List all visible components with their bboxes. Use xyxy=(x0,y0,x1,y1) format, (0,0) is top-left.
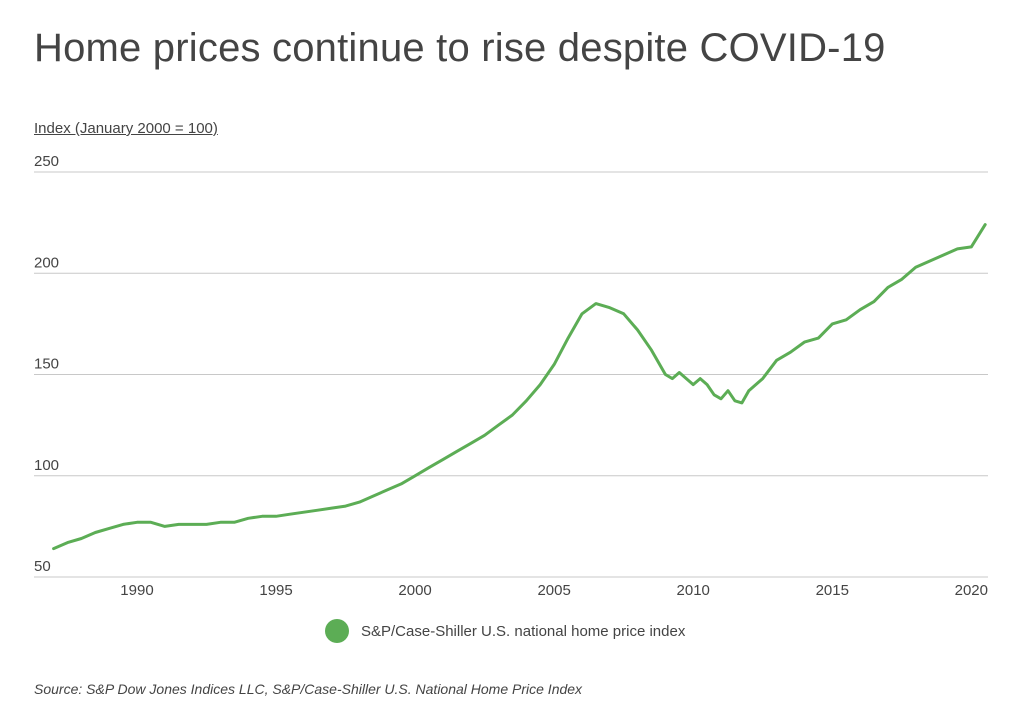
x-tick-label-1990: 1990 xyxy=(120,582,153,599)
series-layer xyxy=(52,223,987,551)
x-tick-label-2020: 2020 xyxy=(955,582,988,599)
source-note: Source: S&P Dow Jones Indices LLC, S&P/C… xyxy=(34,681,583,697)
y-tick-label-250: 250 xyxy=(34,153,59,170)
legend: S&P/Case-Shiller U.S. national home pric… xyxy=(325,619,685,643)
legend-marker xyxy=(325,619,349,643)
y-tick-label-150: 150 xyxy=(34,356,59,373)
legend-label: S&P/Case-Shiller U.S. national home pric… xyxy=(361,622,686,640)
y-axis-title: Index (January 2000 = 100) xyxy=(34,120,218,137)
chart-title: Home prices continue to rise despite COV… xyxy=(34,26,886,70)
x-tick-label-1995: 1995 xyxy=(259,582,292,599)
y-tick-label-100: 100 xyxy=(34,457,59,474)
gridlines xyxy=(34,171,988,578)
series-line-0 xyxy=(52,223,987,551)
x-tick-label-2005: 2005 xyxy=(537,582,570,599)
x-axis-ticks: 1990 1995 2000 2005 2010 2015 2020 xyxy=(120,582,988,599)
x-tick-label-2015: 2015 xyxy=(816,582,849,599)
y-tick-label-200: 200 xyxy=(34,254,59,271)
x-tick-label-2010: 2010 xyxy=(677,582,710,599)
x-tick-label-2000: 2000 xyxy=(398,582,431,599)
y-axis-ticks: 250 200 150 100 50 xyxy=(34,153,59,575)
y-tick-label-50: 50 xyxy=(34,558,51,575)
